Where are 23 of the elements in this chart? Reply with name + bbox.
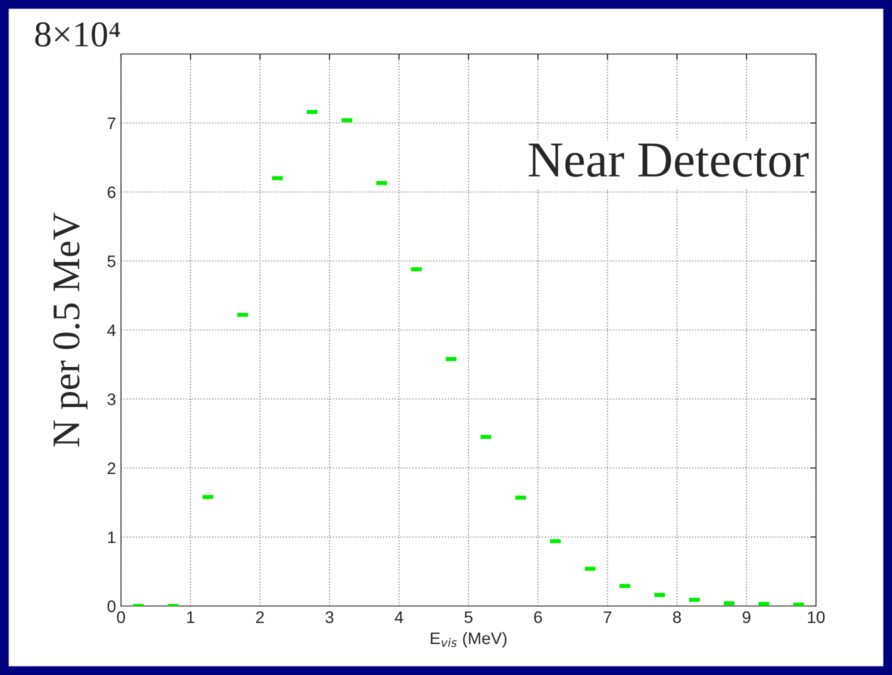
y-axis-title: N per 0.5 MeV xyxy=(53,212,88,447)
x-tick-label: 5 xyxy=(464,611,472,624)
y-tick-label: 5 xyxy=(108,256,116,268)
y-tick-label: 3 xyxy=(108,393,116,406)
x-tick-label: 7 xyxy=(604,611,612,623)
x-tick-label: 8 xyxy=(673,611,681,624)
y-tick-label: 7 xyxy=(108,118,116,130)
y-tick-label: 4 xyxy=(107,324,116,336)
x-tick-label: 9 xyxy=(742,611,750,624)
y-tick-label: 0 xyxy=(108,600,116,612)
text: 8×10⁴ xyxy=(35,22,120,47)
x-tick-label: 10 xyxy=(808,611,825,624)
x-tick-label: 4 xyxy=(394,611,404,623)
y-tick-label: 6 xyxy=(108,186,116,198)
x-tick-label: 2 xyxy=(256,611,264,623)
x-tick-label: 1 xyxy=(187,611,194,623)
x-tick-label: 0 xyxy=(117,611,125,624)
annotation: Near Detector xyxy=(528,144,809,177)
y-tick-label: 2 xyxy=(108,462,116,474)
x-tick-label: 6 xyxy=(534,611,542,624)
y-tick-label: 1 xyxy=(108,532,116,544)
x-axis-title: E$_{vis}$ (MeV) xyxy=(430,632,506,648)
x-tick-label: 3 xyxy=(326,611,334,624)
